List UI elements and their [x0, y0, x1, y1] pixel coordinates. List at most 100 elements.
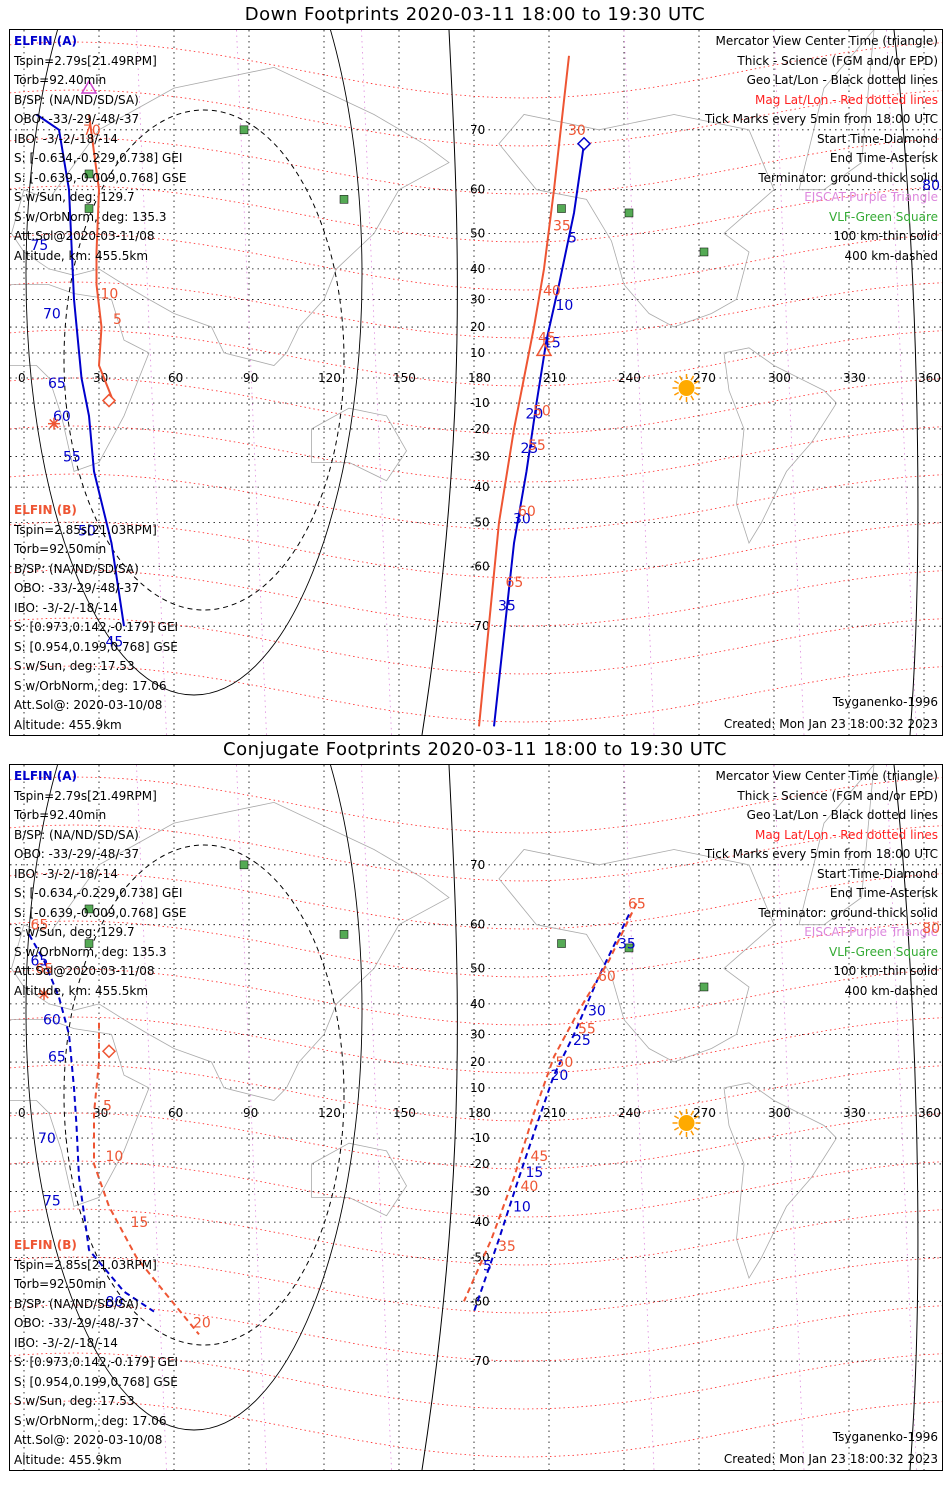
vlf-station-square — [339, 930, 349, 939]
track-tick-label: 65 — [506, 575, 524, 591]
legend-item: 100 km-thin solid — [833, 229, 938, 243]
legend-item: Start Time-Diamond — [816, 131, 938, 146]
longitude-tick-label: 150 — [393, 371, 416, 385]
footprint-track — [473, 913, 630, 1312]
elfin-b-line: S: [0.973,0.142,-0.179] GEI — [14, 620, 179, 634]
longitude-tick-label: 90 — [243, 1106, 258, 1120]
vlf-station-square — [557, 204, 566, 213]
vlf-station-square — [624, 208, 634, 218]
mag-longitude-line — [136, 30, 167, 735]
vlf-station-square — [84, 904, 94, 914]
mag-longitude-line — [773, 30, 805, 735]
sun-ray — [674, 1126, 680, 1131]
mag-latitude-line — [10, 872, 942, 930]
mag-longitude-line — [773, 765, 805, 1470]
mag-latitude-line — [10, 473, 942, 531]
longitude-tick-label: 0 — [18, 371, 26, 385]
longitude-tick-label: 120 — [318, 1106, 341, 1120]
track-tick-label: 30 — [588, 1003, 606, 1019]
elfin-a-line: Torb=92.40min — [14, 808, 107, 822]
latitude-tick-label: 10 — [470, 1081, 485, 1095]
sun-ray — [690, 395, 695, 401]
elfin-a-line: Tspin=2.79s[21.49RPM] — [14, 53, 157, 68]
latitude-tick-label: -10 — [470, 1131, 490, 1145]
mag-longitude-line — [136, 765, 167, 1470]
legend-item: Terminator: ground-thick solid — [758, 170, 938, 185]
legend-item: Mag Lat/Lon - Red dotted lines — [754, 827, 938, 842]
track-tick-label: 5 — [483, 1258, 492, 1274]
coastline — [723, 347, 838, 545]
edge-track-label: 80 — [922, 921, 940, 937]
vlf-station-square — [239, 125, 249, 135]
sun-ray — [678, 1110, 683, 1116]
vlf-station-square — [239, 860, 249, 870]
track-tick-label: 10 — [106, 1149, 124, 1165]
track-tick-label: 20 — [526, 406, 544, 422]
elfin-b-info: ELFIN (B) Tspin=2.85s[21.03RPM] Torb=92.… — [14, 501, 178, 735]
longitude-tick-label: 180 — [468, 1106, 491, 1120]
coastline — [498, 114, 775, 328]
elfin-b-line: Torb=92.50min — [14, 542, 107, 556]
longitude-tick-label: 90 — [243, 371, 258, 385]
sun-ray — [693, 1126, 699, 1131]
legend-item: 100 km-thin solid — [833, 964, 938, 978]
mag-latitude-line — [10, 1160, 942, 1218]
mag-latitude-line — [10, 776, 942, 834]
latitude-tick-label: 30 — [470, 1027, 485, 1041]
legend-item: EISCAT-Purple Triangle — [804, 190, 938, 204]
footprint-track — [88, 114, 115, 404]
mag-longitude-line — [236, 765, 267, 1470]
sun-ray — [674, 1115, 680, 1120]
mag-latitude-line — [10, 1112, 942, 1170]
track-tick-label: 10 — [513, 1199, 531, 1215]
longitude-tick-label: 210 — [543, 1106, 566, 1120]
elfin-b-line: IBO: -3/-2/-18/-14 — [14, 600, 118, 615]
map-legend: Mercator View Center Time (triangle) Thi… — [705, 32, 938, 266]
vlf-station-square — [84, 169, 94, 179]
latitude-tick-label: -30 — [470, 1185, 490, 1199]
created-label: Created: Mon Jan 23 18:00:32 2023 — [723, 1452, 938, 1466]
elfin-b-line: S: [0.973,0.142,-0.179] GEI — [14, 1355, 179, 1369]
longitude-tick-label: 30 — [93, 1106, 108, 1120]
track-tick-label: 15 — [131, 1215, 149, 1231]
elfin-a-info: ELFIN (A) Tspin=2.79s[21.49RPM] Torb=92.… — [14, 767, 187, 1001]
track-tick-label: 55 — [578, 1022, 596, 1038]
legend-item: VLF-Green Square — [829, 209, 938, 224]
mag-longitude-line — [361, 765, 392, 1470]
longitude-tick-label: 120 — [318, 371, 341, 385]
fov-400km-circle — [63, 844, 345, 1346]
elfin-a-line: B/SP: (NA/ND/SD/SA) — [14, 827, 139, 842]
mag-latitude-line — [10, 1304, 942, 1362]
track-tick-label: 70 — [38, 1131, 56, 1147]
track-tick-label: 5 — [568, 230, 577, 246]
footprint-track — [493, 143, 585, 727]
track-tick-label: 15 — [526, 1165, 544, 1181]
elfin-b-line: S: [0.954,0.199,0.768] GSE — [14, 639, 178, 654]
elfin-b-info: ELFIN (B) Tspin=2.85s[21.03RPM] Torb=92.… — [14, 1236, 178, 1470]
fov-400km-circle — [63, 109, 345, 611]
latitude-tick-label: -60 — [470, 559, 490, 573]
sun-ray — [693, 380, 699, 385]
mag-latitude-line — [10, 824, 942, 882]
elfin-a-line: OBO: -33/-29/-48/-37 — [14, 847, 140, 861]
longitude-tick-label: 60 — [168, 1106, 183, 1120]
legend-item: Mercator View Center Time (triangle) — [715, 769, 938, 783]
elfin-b-line: OBO: -33/-29/-48/-37 — [14, 581, 140, 595]
longitude-tick-label: 150 — [393, 1106, 416, 1120]
latitude-tick-label: 40 — [470, 997, 485, 1011]
track-tick-label: 35 — [498, 1239, 516, 1255]
model-label: Tsyganenko-1996 — [832, 1430, 938, 1444]
legend-item: 400 km-dashed — [844, 983, 938, 998]
track-tick-label: 40 — [521, 1179, 539, 1195]
elfin-a-line: S w/OrbNorm, deg: 135.3 — [14, 944, 167, 959]
elfin-b-label: ELFIN (B) — [14, 1238, 77, 1252]
latitude-tick-label: 30 — [470, 292, 485, 306]
mag-longitude-line — [361, 30, 392, 735]
sun-ray — [693, 1115, 699, 1120]
elfin-b-line: IBO: -3/-2/-18/-14 — [14, 1335, 118, 1350]
latitude-tick-label: 20 — [470, 320, 485, 334]
track-tick-label: 75 — [31, 238, 49, 254]
legend-item: EISCAT-Purple Triangle — [804, 925, 938, 939]
fov-100km-circle — [25, 765, 363, 1431]
coastline — [311, 407, 407, 482]
